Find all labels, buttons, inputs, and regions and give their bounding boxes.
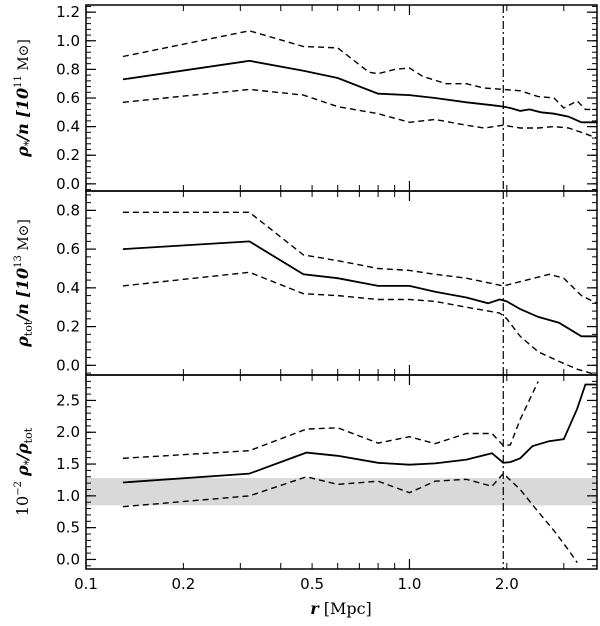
- y-tick-label: 0.6: [56, 240, 80, 258]
- panel-top-frame: [85, 4, 598, 192]
- y-tick-label: 0.0: [56, 356, 80, 374]
- x-tick-label: 0.5: [300, 575, 324, 593]
- bottom-series-2-dashed-line: [122, 472, 578, 563]
- y-tick-label: 1.2: [56, 3, 80, 21]
- x-tick-label: 0.1: [74, 575, 98, 593]
- middle-series-0-solid-line: [122, 240, 597, 338]
- x-axis-title: r [Mpc]: [310, 599, 372, 618]
- y-tick-label: 1.0: [56, 32, 80, 50]
- y-tick-label: 1.5: [56, 455, 80, 473]
- y-tick-label: 1.0: [56, 487, 80, 505]
- bottom-series-0-solid-line: [122, 383, 597, 484]
- y-tick-label: 0.0: [56, 175, 80, 193]
- panel-bottom-frame: [85, 374, 598, 570]
- bottom-ylabel: 10−2 ρ*/ρtot: [13, 427, 35, 516]
- top-series-0-solid-line: [122, 59, 597, 124]
- bottom-series-1-dashed-line: [122, 381, 539, 459]
- x-tick-label: 1.0: [398, 575, 422, 593]
- y-tick-label: 0.0: [56, 550, 80, 568]
- y-tick-label: 0.4: [56, 118, 80, 136]
- shaded-band: [86, 478, 597, 506]
- panel-middle-frame: [85, 190, 598, 376]
- y-tick-label: 2.0: [56, 423, 80, 441]
- top-series-2-dashed-line: [122, 88, 597, 139]
- y-tick-label: 0.6: [56, 89, 80, 107]
- y-tick-label: 0.4: [56, 279, 80, 297]
- top-series-1-dashed-line: [122, 30, 597, 111]
- y-tick-label: 0.2: [56, 146, 80, 164]
- middle-series-1-dashed-line: [122, 211, 597, 304]
- x-tick-label: 0.2: [171, 575, 195, 593]
- y-tick-label: 0.5: [56, 519, 80, 537]
- y-tick-label: 0.8: [56, 60, 80, 78]
- panel-top: 0.0 0.2 0.4 0.6 0.8 1.0 1.2: [56, 3, 598, 193]
- middle-series-2-dashed-line: [122, 271, 597, 375]
- panel-middle: 0.0 0.2 0.4 0.6 0.8: [56, 190, 598, 376]
- x-tick-label: 2.0: [495, 575, 519, 593]
- y-tick-label: 2.5: [56, 391, 80, 409]
- middle-ylabel: ρtot/n [1013 M⊙]: [13, 219, 35, 348]
- panel-bottom: 0.0 0.5 1.0 1.5 2.0 2.5 0.1 0.2 0.5 1.0 2.0: [56, 374, 598, 593]
- y-tick-label: 0.2: [56, 318, 80, 336]
- y-tick-label: 0.8: [56, 201, 80, 219]
- top-ylabel: ρ*/n [1011 M⊙]: [13, 39, 35, 158]
